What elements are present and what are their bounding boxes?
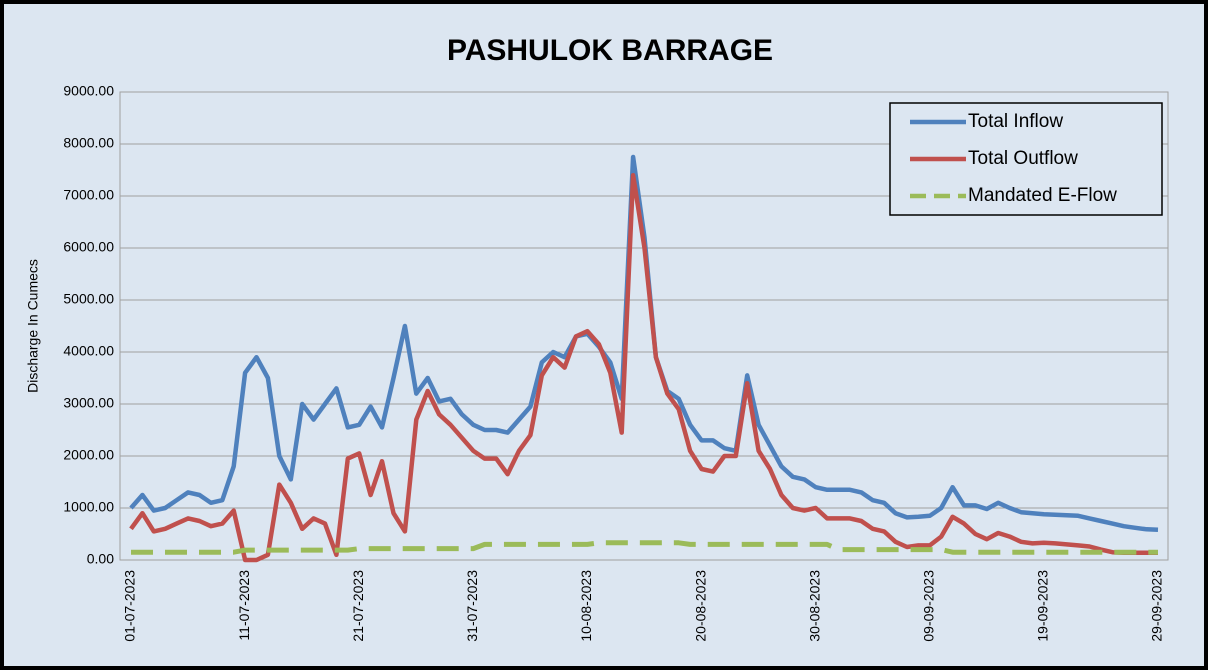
x-tick-label: 29-09-2023 — [1149, 570, 1165, 642]
legend-label: Total Inflow — [968, 111, 1063, 132]
series-line — [129, 172, 1158, 563]
series-line — [131, 540, 1158, 555]
y-tick-label: 7000.00 — [63, 187, 114, 203]
y-tick-label: 8000.00 — [63, 135, 114, 151]
legend-label: Total Outflow — [968, 148, 1078, 169]
y-tick-label: 3000.00 — [63, 395, 114, 411]
y-tick-label: 4000.00 — [63, 343, 114, 359]
x-tick-label: 20-08-2023 — [692, 570, 708, 642]
x-tick-label: 09-09-2023 — [920, 570, 936, 642]
y-tick-label: 6000.00 — [63, 239, 114, 255]
y-tick-label: 5000.00 — [63, 291, 114, 307]
y-tick-label: 0.00 — [87, 551, 114, 567]
x-tick-label: 01-07-2023 — [122, 570, 138, 642]
y-tick-label: 1000.00 — [63, 499, 114, 515]
x-tick-label: 31-07-2023 — [464, 570, 480, 642]
chart-title: PASHULOK BARRAGE — [447, 34, 773, 67]
x-tick-label: 21-07-2023 — [350, 570, 366, 642]
x-tick-label: 19-09-2023 — [1035, 570, 1051, 642]
y-tick-label: 2000.00 — [63, 447, 114, 463]
x-tick-label: 11-07-2023 — [236, 570, 252, 641]
legend-label: Mandated E-Flow — [968, 185, 1117, 206]
y-axis-title: Discharge In Cumecs — [25, 259, 41, 393]
y-tick-label: 9000.00 — [63, 83, 114, 99]
x-tick-label: 30-08-2023 — [806, 570, 822, 642]
x-tick-label: 10-08-2023 — [578, 570, 594, 642]
